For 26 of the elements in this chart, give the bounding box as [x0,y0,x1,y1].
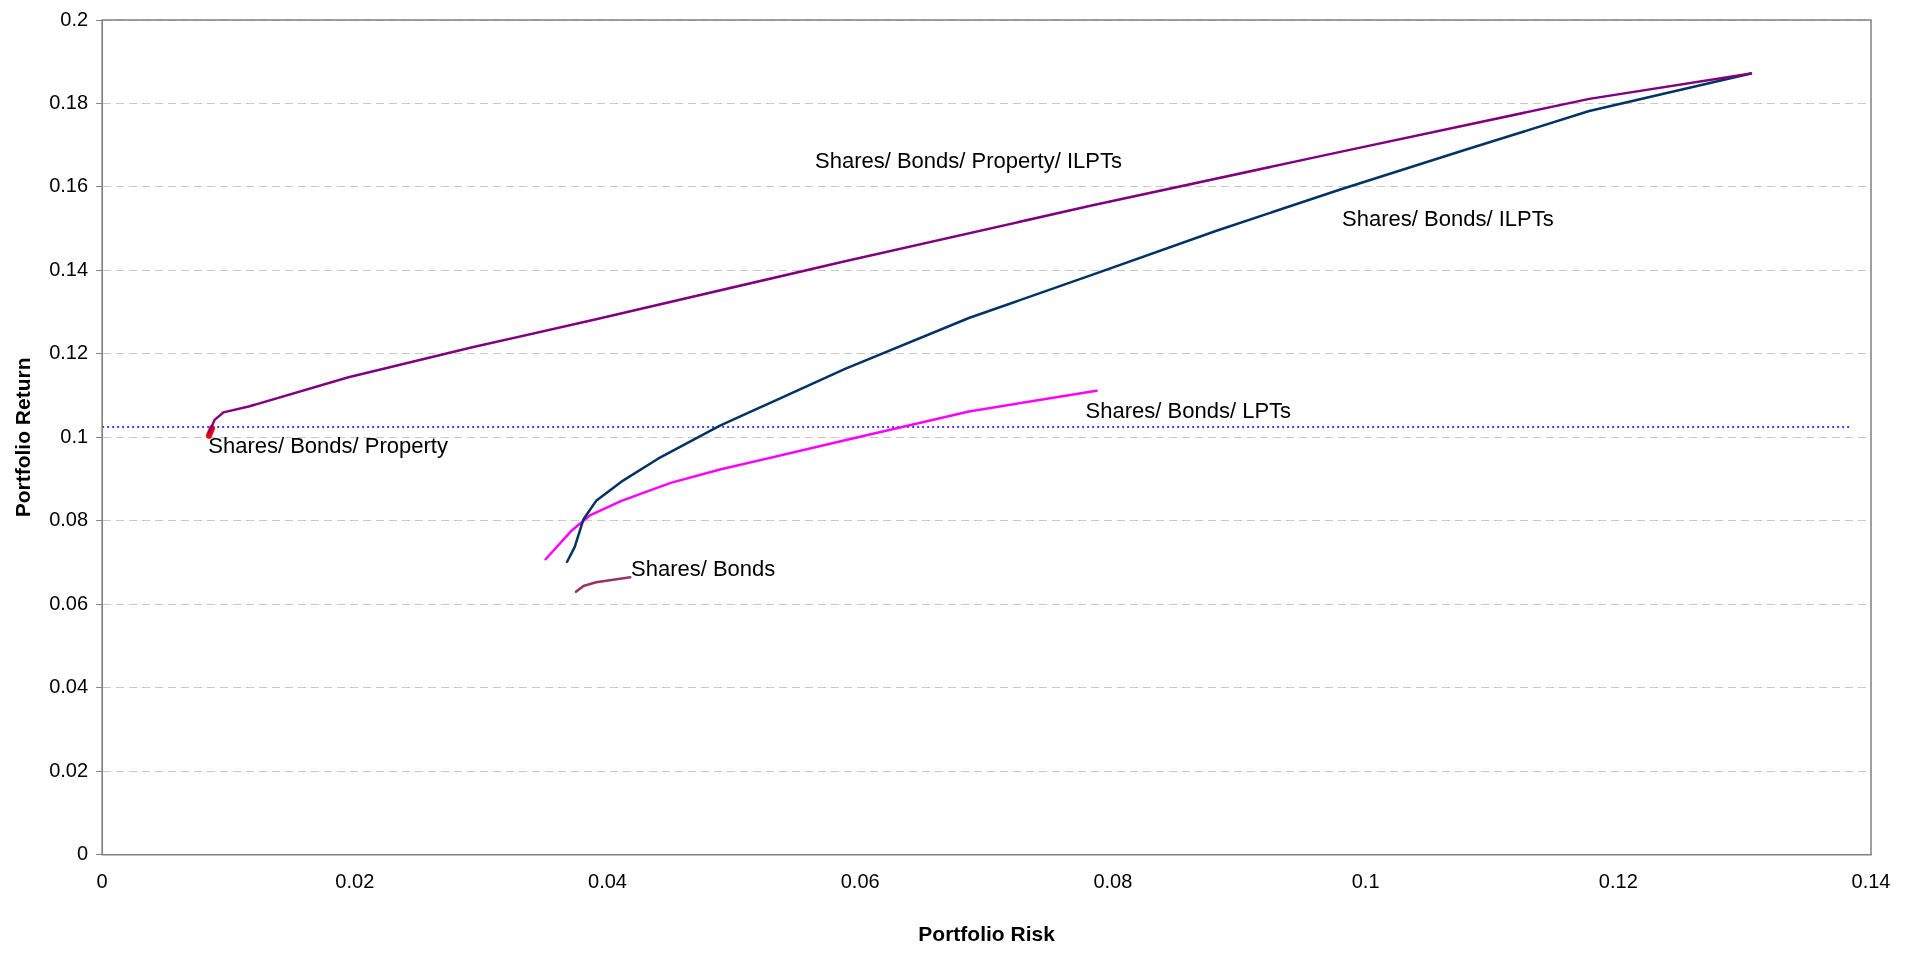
y-tick-label: 0.02 [49,758,89,781]
y-tick-label: 0.14 [49,257,89,280]
x-tick-label: 0 [96,870,108,893]
y-tick-label: 0.12 [49,341,89,364]
y-tick-label: 0.06 [49,591,89,614]
y-tick-label: 0.08 [49,508,89,531]
series-label: Shares/ Bonds/ Property [208,432,448,458]
y-tick-label: 0 [77,842,89,865]
series-label: Shares/ Bonds/ Property/ ILPTs [814,147,1122,173]
x-tick-label: 0.08 [1093,870,1133,893]
y-tick-label: 0.04 [49,675,89,698]
x-axis-title: Portfolio Risk [918,922,1056,946]
y-tick-label: 0.18 [49,91,89,113]
y-tick-label: 0.1 [60,424,89,447]
x-tick-label: 0.12 [1598,870,1638,893]
series-label: Shares/ Bonds/ LPTs [1085,398,1292,424]
y-tick-label: 0.2 [60,7,89,30]
y-tick-label: 0.16 [49,174,89,197]
series-label: Shares/ Bonds [631,556,776,582]
x-tick-label: 0.06 [840,870,880,893]
x-tick-label: 0.02 [335,870,375,893]
x-tick-label: 0.14 [1851,870,1891,893]
series-label: Shares/ Bonds/ ILPTs [1342,206,1554,232]
x-tick-label: 0.04 [588,870,627,893]
y-axis-title: Portfolio Return [11,357,35,518]
x-tick-label: 0.1 [1351,870,1380,893]
